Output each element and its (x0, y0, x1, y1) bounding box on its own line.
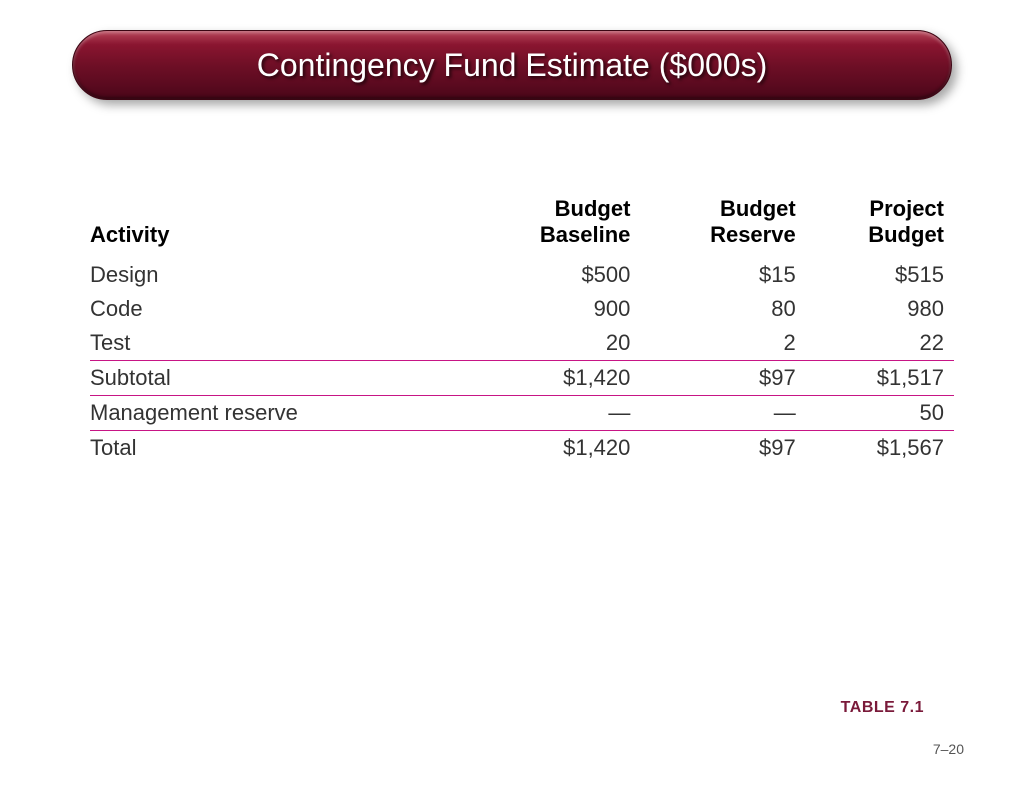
table-body: Design$500$15$515Code90080980Test20222Su… (90, 258, 954, 465)
table-header-row: Activity BudgetBaseline BudgetReserve Pr… (90, 190, 954, 258)
col-activity: Activity (90, 190, 467, 258)
cell-baseline: 900 (467, 292, 641, 326)
col-budget: ProjectBudget (806, 190, 954, 258)
cell-budget: 50 (806, 396, 954, 431)
budget-table: Activity BudgetBaseline BudgetReserve Pr… (90, 190, 954, 465)
table-row: Design$500$15$515 (90, 258, 954, 292)
cell-activity: Design (90, 258, 467, 292)
cell-baseline: 20 (467, 326, 641, 361)
table-caption: TABLE 7.1 (841, 699, 924, 717)
cell-baseline: — (467, 396, 641, 431)
cell-reserve: 80 (640, 292, 805, 326)
slide-title: Contingency Fund Estimate ($000s) (257, 47, 767, 84)
slide-title-bar: Contingency Fund Estimate ($000s) (72, 30, 952, 100)
cell-budget: $515 (806, 258, 954, 292)
budget-table-container: Activity BudgetBaseline BudgetReserve Pr… (90, 190, 954, 465)
cell-activity: Subtotal (90, 361, 467, 396)
cell-budget: 980 (806, 292, 954, 326)
cell-reserve: $15 (640, 258, 805, 292)
cell-activity: Total (90, 431, 467, 466)
cell-reserve: $97 (640, 431, 805, 466)
col-baseline: BudgetBaseline (467, 190, 641, 258)
table-row: Code90080980 (90, 292, 954, 326)
cell-baseline: $1,420 (467, 431, 641, 466)
cell-budget: $1,517 (806, 361, 954, 396)
cell-baseline: $1,420 (467, 361, 641, 396)
cell-reserve: — (640, 396, 805, 431)
cell-activity: Code (90, 292, 467, 326)
cell-baseline: $500 (467, 258, 641, 292)
cell-activity: Management reserve (90, 396, 467, 431)
col-reserve: BudgetReserve (640, 190, 805, 258)
cell-reserve: $97 (640, 361, 805, 396)
cell-budget: 22 (806, 326, 954, 361)
table-row: Subtotal$1,420$97$1,517 (90, 361, 954, 396)
cell-budget: $1,567 (806, 431, 954, 466)
table-row: Management reserve——50 (90, 396, 954, 431)
page-number: 7–20 (933, 741, 964, 757)
table-row: Test20222 (90, 326, 954, 361)
cell-activity: Test (90, 326, 467, 361)
cell-reserve: 2 (640, 326, 805, 361)
table-row: Total$1,420$97$1,567 (90, 431, 954, 466)
